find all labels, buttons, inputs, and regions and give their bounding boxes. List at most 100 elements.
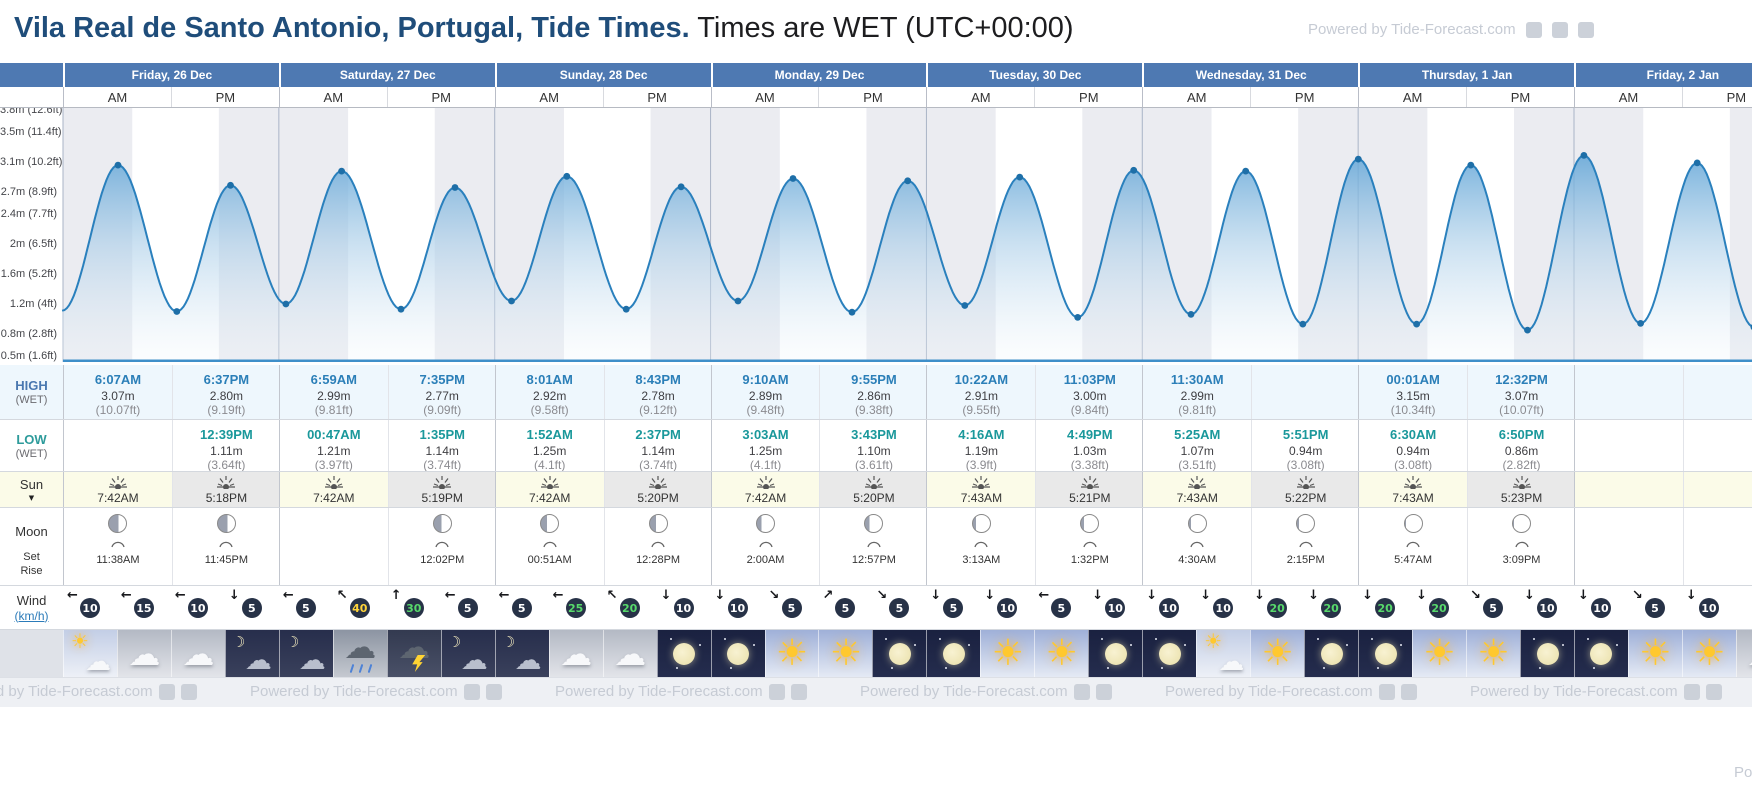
social-icon[interactable] [463,684,480,701]
page-title-location: Vila Real de Santo Antonio, Portugal, Ti… [14,12,690,44]
wind-unit-link[interactable]: (km/h) [14,608,49,623]
sunset-time: 5:22PM [1284,490,1327,505]
wind-cell: ↓ 10 [1142,586,1196,629]
weather-row: ☀☁☁☁☽☁☽☁☁☁☽☁☽☁☁☁☀☀☀☀☀☁☀☀☀☀☀☁ [0,629,1752,677]
sunrise-cell: 7:42AM [496,472,604,507]
high-time: 9:10AM [742,372,789,387]
wind-cell: ↓ 10 [1520,586,1574,629]
social-icon[interactable] [1705,684,1722,701]
weather-cell-night-cloud: ☽ ☁ [440,630,495,677]
wind-speed-badge: 20 [1321,598,1342,618]
wind-speed-badge: 10 [1213,598,1234,618]
moon-day-cell: 4:30AM 2:15PM [1142,508,1358,585]
wind-direction-arrow: ↓ [984,588,996,603]
low-height-ft: (3.74ft) [639,458,678,471]
y-axis-label: 0.8m (2.8ft) [0,327,57,340]
low-height-m: 1.03m [1073,444,1107,458]
wind-speed-badge: 5 [295,598,316,618]
sunset-cell: 5:21PM [1036,472,1143,507]
wind-speed-badge: 5 [457,598,478,618]
low-day-cell: 00:47AM 1.21m (3.97ft) 1:35PM 1.14m (3.74ft) [278,420,495,471]
low-height-ft: (4.1ft) [749,458,782,471]
weather-cell-night-clear [710,630,765,677]
social-icon[interactable] [790,684,807,701]
day-header-label: Friday, 2 Jan [1646,68,1720,82]
social-icon[interactable] [1551,22,1568,39]
star-icon [675,667,678,669]
low-height-ft: (3.9ft) [965,458,998,471]
moon-rise-icon [111,541,125,548]
ampm-label: AM [323,90,344,105]
watermark-text: Powered by Tide-Forecast.com [0,683,153,700]
sun-day-cell: 7:43AM 5:21PM [926,472,1144,507]
sun-row-toggle chevron-down-icon[interactable]: ▼ [28,494,35,502]
social-icon[interactable] [180,684,197,701]
high-height-m: 3.07m [1504,389,1539,403]
sunset-cell: 5:18PM [173,472,280,507]
moon-icon [1158,643,1181,665]
star-icon [1561,644,1564,646]
social-icon[interactable] [1073,684,1090,701]
high-tide-point [451,184,459,191]
sun-icon: ☀ [1261,633,1294,674]
moon-set-entry: 11:45PM [173,512,280,566]
ampm-label-am: AM [710,87,819,107]
low-tide-point [622,305,630,313]
star-icon [1155,638,1158,640]
star-icon [885,638,888,640]
sunrise-time: 7:43AM [960,490,1003,505]
sun-day-cell: 7:42AM 5:19PM [278,472,496,507]
moon-label: Moon [15,524,48,539]
moon-phase-icon [216,514,236,533]
social-icon[interactable] [1578,22,1595,39]
low-height-m: 1.07m [1180,444,1214,458]
moon-set-time: 11:45PM [204,554,248,566]
star-icon [1539,667,1542,669]
weather-cell-night-clear [1573,630,1628,677]
social-icon[interactable] [158,684,175,701]
high-tide-point [1242,167,1250,175]
low-tide-point [1637,320,1644,327]
wind-direction-arrow: ↓ [714,588,726,603]
high-time: 8:43PM [635,372,681,387]
social-icon[interactable] [1400,684,1417,701]
weather-cell-cloud: ☁ [170,630,225,677]
weather-cell-sun: ☀ [1250,630,1305,677]
ampm-label-am: AM [494,87,603,107]
weather-cell-sun: ☀ [818,630,873,677]
weather-cell-cloud: ☁ [116,630,171,677]
ampm-label: AM [107,90,128,105]
moon-icon [942,643,965,665]
social-icon[interactable] [1378,684,1395,701]
high-tide-row: HIGH (WET) 6:07AM 3.07m (10.07ft) 6:37PM 2.8… [0,365,1752,419]
wind-speed-badge: 20 [1429,598,1450,618]
social-icon[interactable] [1095,684,1112,701]
high-time: 8:01AM [526,372,573,387]
social-icon[interactable] [768,684,785,701]
star-icon [1107,667,1110,669]
sun-day-cell: 7:42AM 5:20PM [494,472,712,507]
high-time: 6:59AM [310,372,357,387]
sun-row-label: Sun ▼ [0,472,63,507]
wind-direction-arrow: ← [552,588,564,603]
wind-speed-badge: 10 [187,598,208,618]
wind-direction-arrow: ← [174,588,186,603]
star-icon [698,644,701,646]
low-time: 5:51PM [1282,427,1329,442]
sun-icon: ☀ [1204,630,1223,653]
social-icon[interactable] [1525,22,1542,39]
sunset-time: 5:23PM [1500,490,1543,505]
ampm-label-pm: PM [818,87,926,107]
wind-speed-badge: 10 [1159,598,1180,618]
sunrise-time: 7:42AM [744,490,787,505]
social-icon[interactable] [485,684,502,701]
wind-direction-arrow: ↗ [822,588,834,603]
wind-cell: ↖ 20 [603,586,657,629]
watermark-text: Powered by Tide-Forecast.com [860,683,1068,700]
wind-speed-badge: 20 [1375,598,1396,618]
high-tide-point [1693,159,1701,167]
day-header-cell: Monday, 29 Dec [710,63,927,87]
ampm-label: AM [1402,90,1423,105]
social-icon[interactable] [1683,684,1700,701]
sunrise-time: 7:43AM [1176,490,1218,505]
